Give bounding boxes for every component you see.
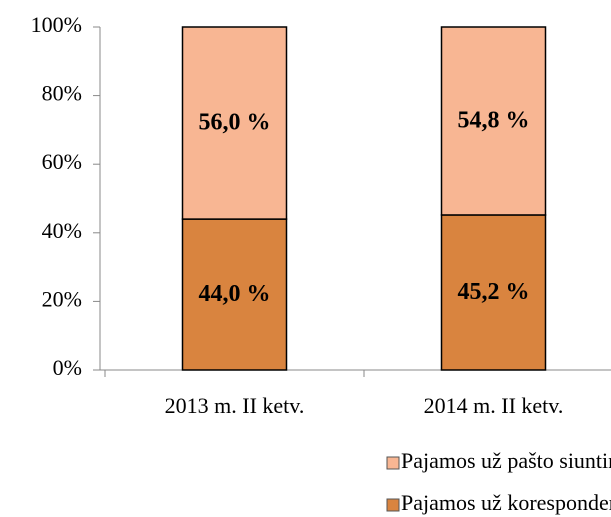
- y-tick-label: 80%: [42, 81, 82, 106]
- x-tick-label: 2014 m. II ketv.: [424, 393, 564, 418]
- y-tick-label: 40%: [42, 218, 82, 243]
- value-label: 56,0 %: [199, 110, 271, 136]
- legend-swatch: [386, 456, 400, 470]
- bar-segment: [440, 26, 547, 216]
- legend-label: Pajamos už korespondencijos siuntas: [401, 490, 611, 515]
- y-tick-label: 0%: [53, 355, 82, 380]
- bar-segment: [181, 26, 288, 220]
- y-tick-label: 20%: [42, 286, 82, 311]
- x-tick-label: 2013 m. II ketv.: [165, 393, 305, 418]
- value-label: 45,2 %: [458, 279, 530, 305]
- bar-segment: [440, 214, 547, 371]
- y-tick-label: 60%: [42, 149, 82, 174]
- y-tick-label: 100%: [31, 12, 82, 37]
- value-label: 54,8 %: [458, 107, 530, 133]
- value-label: 44,0 %: [199, 281, 271, 307]
- legend-swatch: [386, 498, 400, 512]
- legend-label: Pajamos už pašto siuntinius: [401, 448, 611, 473]
